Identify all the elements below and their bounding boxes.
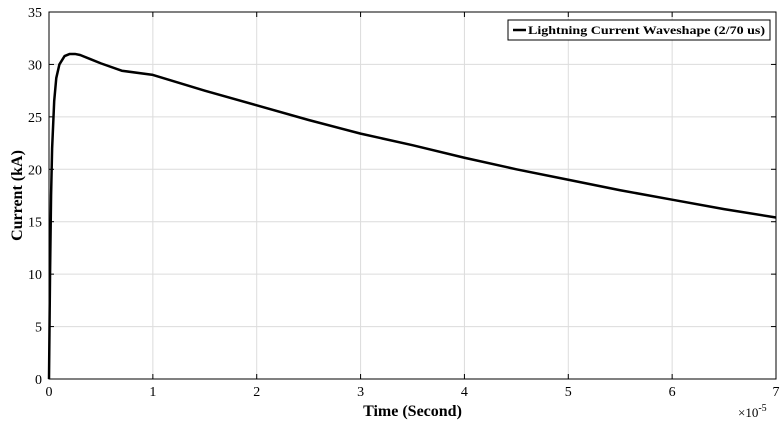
x-tick-label: 3	[357, 385, 364, 400]
x-tick-label: 0	[46, 385, 53, 400]
y-tick-label: 10	[28, 268, 42, 283]
grid-lines	[49, 12, 776, 379]
legend-label: Lightning Current Waveshape (2/70 us)	[528, 23, 765, 37]
axis-ticks: 0 1 2 3 4 5 6 7 0 5 10 15 20 25 30 35	[28, 6, 780, 400]
x-axis-exponent: ×10-5	[738, 403, 767, 420]
x-tick-label: 6	[669, 385, 676, 400]
series-layer	[47, 52, 777, 380]
y-axis-title: Current (kA)	[9, 150, 26, 241]
legend-box	[507, 19, 771, 41]
series-line	[47, 52, 777, 380]
x-tick-label: 7	[773, 385, 780, 400]
x-axis-title: Time (Second)	[363, 403, 462, 420]
y-tick-label: 25	[28, 111, 42, 126]
y-tick-label: 5	[35, 321, 42, 336]
y-tick-label: 20	[28, 163, 42, 178]
y-tick-label: 0	[35, 373, 42, 388]
legend: Lightning Current Waveshape (2/70 us)	[507, 19, 771, 41]
x-tick-label: 1	[149, 385, 156, 400]
x-exponent-power: -5	[758, 403, 766, 414]
x-tick-label: 4	[461, 385, 468, 400]
x-tick-label: 5	[565, 385, 572, 400]
y-tick-label: 30	[28, 58, 42, 73]
y-tick-label: 15	[28, 216, 42, 231]
y-tick-label: 35	[28, 6, 42, 21]
x-tick-label: 2	[253, 385, 260, 400]
plot-frame	[48, 11, 777, 380]
x-exponent-base: ×10	[738, 405, 758, 420]
